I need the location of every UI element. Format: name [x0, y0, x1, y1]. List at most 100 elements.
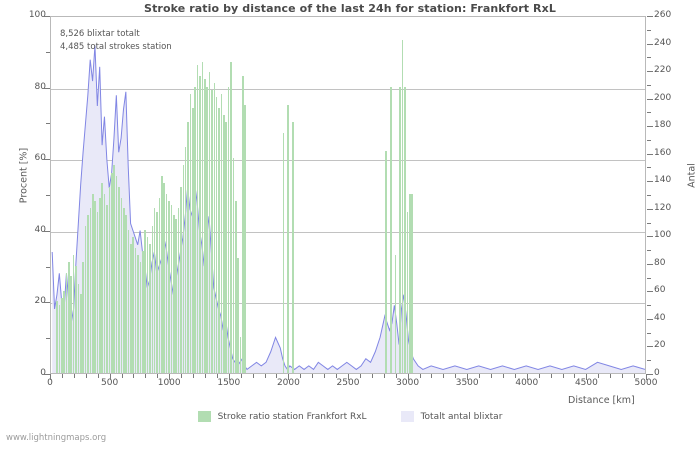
- bar: [65, 272, 68, 373]
- bar: [408, 194, 411, 373]
- x-axis-minor-tick: [383, 374, 385, 378]
- x-axis-minor-tick: [634, 374, 636, 378]
- legend-swatch: [400, 411, 414, 422]
- x-axis-tick-mark: [467, 374, 469, 380]
- bar: [75, 265, 77, 373]
- legend-label: Totalt antal blixtar: [420, 411, 503, 422]
- bar: [230, 61, 232, 373]
- x-axis-minor-tick: [85, 374, 87, 378]
- y-axis-right-tick-label: 40: [654, 312, 666, 323]
- bar: [223, 115, 225, 373]
- y-axis-left-tick-mark: [44, 374, 50, 375]
- gridline: [51, 303, 645, 305]
- y-axis-left-minor-tick: [46, 51, 50, 53]
- x-axis-minor-tick: [145, 374, 147, 378]
- bar: [106, 204, 108, 373]
- page-title: Stroke ratio by distance of the last 24h…: [144, 2, 556, 15]
- x-axis-tick-label: 4000: [515, 378, 539, 388]
- x-axis-minor-tick: [204, 374, 206, 378]
- bar: [292, 122, 294, 373]
- legend-item[interactable]: Totalt antal blixtar: [400, 411, 503, 422]
- bar: [175, 219, 177, 373]
- x-axis-minor-tick: [574, 374, 576, 378]
- bar: [60, 297, 63, 373]
- x-axis-tick-label: 1000: [157, 378, 181, 388]
- y-axis-right-minor-tick: [647, 250, 651, 252]
- x-axis-minor-tick: [431, 374, 433, 378]
- bar: [218, 108, 220, 373]
- y-axis-right-tick-label: 20: [654, 340, 666, 351]
- bar: [192, 108, 194, 373]
- y-axis-right-tick-mark: [647, 126, 653, 128]
- bar: [122, 208, 125, 373]
- bar: [168, 201, 170, 373]
- x-axis-minor-tick: [598, 374, 600, 378]
- y-axis-right-minor-tick: [647, 277, 651, 279]
- bar: [82, 262, 84, 373]
- x-axis-minor-tick: [264, 374, 266, 378]
- bar: [232, 158, 235, 373]
- x-axis-minor-tick: [359, 374, 361, 378]
- y-axis-left-tick-mark: [44, 302, 50, 304]
- gridline: [51, 160, 645, 162]
- y-axis-left-tick-mark: [44, 16, 50, 17]
- bar: [151, 226, 154, 373]
- x-axis-tick-label: 5000: [634, 378, 658, 388]
- x-axis-minor-tick: [622, 374, 624, 378]
- bar: [389, 86, 392, 373]
- x-axis-minor-tick: [371, 374, 373, 378]
- y-axis-right-tick-label: 200: [654, 92, 672, 103]
- y-axis-left-tick-label: 40: [34, 224, 46, 235]
- y-axis-right-minor-tick: [647, 84, 651, 86]
- bar: [58, 304, 61, 373]
- legend-label: Stroke ratio station Frankfort RxL: [217, 411, 367, 422]
- bar: [94, 201, 96, 373]
- bar: [72, 254, 75, 373]
- gridline: [51, 231, 645, 233]
- y-axis-right-tick-mark: [647, 71, 653, 73]
- bar: [211, 90, 213, 373]
- x-axis-minor-tick: [562, 374, 564, 378]
- y-axis-left-tick-label: 80: [34, 81, 46, 92]
- y-axis-right-tick-label: 240: [654, 37, 672, 48]
- x-axis-minor-tick: [610, 374, 612, 378]
- bar: [120, 197, 123, 373]
- y-axis-left-tick-label: 60: [34, 153, 46, 164]
- y-axis-right-minor-tick: [647, 332, 651, 334]
- bar: [158, 197, 161, 373]
- legend-item[interactable]: Stroke ratio station Frankfort RxL: [197, 411, 367, 422]
- bar: [130, 244, 132, 373]
- annotation-line-2: 4,485 total strokes station: [60, 42, 172, 52]
- bar: [406, 211, 409, 373]
- y-axis-left-minor-tick: [46, 338, 50, 340]
- bar: [141, 251, 144, 373]
- x-axis-minor-tick: [502, 374, 504, 378]
- bar: [144, 229, 146, 373]
- y-axis-left-minor-tick: [46, 195, 50, 196]
- x-axis-minor-tick: [491, 374, 493, 378]
- x-axis-minor-tick: [419, 374, 421, 378]
- bar: [170, 204, 173, 373]
- x-axis-tick-mark: [646, 374, 647, 380]
- y-axis-right-tick-label: 60: [654, 285, 666, 296]
- stroke-ratio-bars: [51, 17, 645, 373]
- y-axis-left-tick-mark: [44, 159, 50, 161]
- x-axis-minor-tick: [133, 374, 135, 378]
- bar: [87, 215, 89, 373]
- x-axis-minor-tick: [324, 374, 326, 378]
- annotation-line-1: 8,526 blixtar totalt: [60, 29, 140, 39]
- bar: [189, 93, 192, 373]
- x-axis-tick-mark: [526, 374, 528, 380]
- x-axis-label: Distance [km]: [568, 395, 635, 406]
- y-axis-left-minor-tick: [46, 123, 50, 125]
- bar: [63, 290, 65, 373]
- y-axis-right-tick-label: 80: [654, 257, 666, 268]
- bar: [89, 208, 92, 373]
- x-axis-tick-mark: [109, 374, 111, 380]
- x-axis-tick-label: 1500: [217, 378, 241, 388]
- bar: [80, 294, 82, 373]
- x-axis-tick-mark: [50, 374, 51, 380]
- bar: [165, 194, 168, 373]
- bar: [399, 86, 402, 373]
